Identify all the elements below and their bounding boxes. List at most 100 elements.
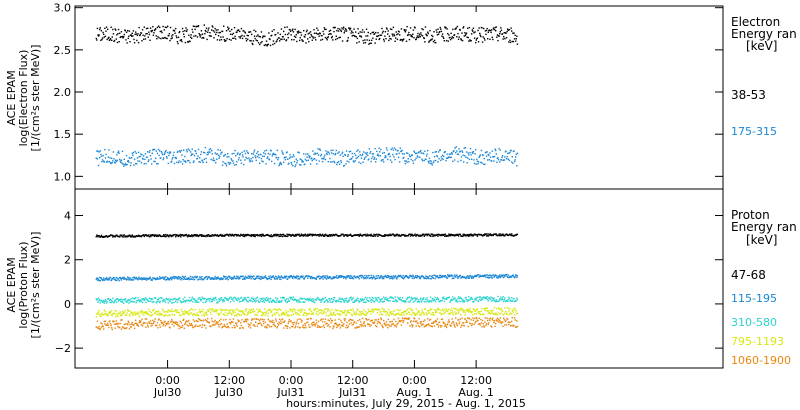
proton-point-115-195 xyxy=(300,275,303,277)
proton-point-795-1193 xyxy=(328,309,331,312)
electron-point-38-53 xyxy=(228,27,230,30)
electron-point-175-315 xyxy=(362,161,364,163)
proton-point-310-580 xyxy=(386,299,388,301)
electron-point-38-53 xyxy=(125,39,127,41)
electron-point-38-53 xyxy=(164,26,167,28)
proton-point-115-195 xyxy=(429,275,431,277)
proton-point-310-580 xyxy=(235,297,237,300)
proton-point-1060-1900 xyxy=(293,321,296,324)
electron-point-38-53 xyxy=(151,30,153,33)
electron-point-38-53 xyxy=(211,25,213,27)
electron-point-175-315 xyxy=(224,162,226,165)
proton-point-1060-1900 xyxy=(265,325,267,327)
proton-point-310-580 xyxy=(275,297,277,299)
proton-point-795-1193 xyxy=(301,310,303,312)
electron-point-38-53 xyxy=(433,39,436,42)
electron-point-175-315 xyxy=(484,163,486,166)
proton-point-795-1193 xyxy=(114,310,116,312)
proton-point-310-580 xyxy=(109,298,112,301)
proton-point-47-68 xyxy=(413,234,416,236)
proton-point-310-580 xyxy=(441,299,443,302)
proton-point-115-195 xyxy=(231,277,233,280)
proton-point-115-195 xyxy=(120,278,122,280)
proton-point-115-195 xyxy=(470,276,472,278)
proton-point-310-580 xyxy=(509,300,511,302)
proton-point-795-1193 xyxy=(353,312,356,314)
proton-point-795-1193 xyxy=(426,314,428,316)
proton-point-795-1193 xyxy=(185,311,188,313)
proton-point-1060-1900 xyxy=(332,327,334,330)
proton-point-1060-1900 xyxy=(397,317,400,320)
proton-point-310-580 xyxy=(191,298,193,300)
electron-point-38-53 xyxy=(169,39,171,42)
proton-point-795-1193 xyxy=(380,310,382,312)
proton-point-310-580 xyxy=(461,300,464,302)
electron-point-175-315 xyxy=(351,152,353,155)
proton-point-47-68 xyxy=(200,235,203,237)
proton-point-115-195 xyxy=(318,275,320,277)
electron-point-175-315 xyxy=(144,158,146,161)
electron-point-175-315 xyxy=(155,157,157,160)
proton-point-115-195 xyxy=(166,278,168,280)
proton-point-310-580 xyxy=(469,299,471,301)
electron-point-38-53 xyxy=(467,27,469,30)
proton-point-1060-1900 xyxy=(341,321,343,324)
electron-point-175-315 xyxy=(514,159,516,161)
electron-point-38-53 xyxy=(420,32,422,34)
electron-point-38-53 xyxy=(361,31,363,33)
proton-point-47-68 xyxy=(456,234,458,237)
proton-point-310-580 xyxy=(499,298,501,301)
electron-point-175-315 xyxy=(230,158,232,160)
proton-point-310-580 xyxy=(306,298,308,301)
electron-point-175-315 xyxy=(513,150,515,152)
proton-point-310-580 xyxy=(229,296,231,299)
proton-point-795-1193 xyxy=(121,310,124,313)
proton-point-795-1193 xyxy=(381,307,383,310)
proton-point-310-580 xyxy=(423,297,425,299)
electron-point-38-53 xyxy=(157,36,159,38)
electron-point-38-53 xyxy=(183,33,185,35)
proton-point-795-1193 xyxy=(141,310,144,313)
proton-point-795-1193 xyxy=(400,314,402,316)
proton-point-1060-1900 xyxy=(417,325,420,327)
proton-point-1060-1900 xyxy=(315,323,317,325)
proton-point-795-1193 xyxy=(117,315,119,318)
electron-point-175-315 xyxy=(316,163,318,165)
proton-point-1060-1900 xyxy=(285,325,288,327)
electron-point-38-53 xyxy=(292,28,294,30)
proton-point-1060-1900 xyxy=(161,322,164,324)
proton-point-310-580 xyxy=(323,298,325,300)
electron-point-38-53 xyxy=(315,39,317,41)
electron-point-175-315 xyxy=(245,156,247,159)
proton-point-795-1193 xyxy=(423,313,425,315)
proton-point-47-68 xyxy=(205,235,207,238)
electron-point-38-53 xyxy=(358,41,360,43)
electron-point-38-53 xyxy=(229,30,231,32)
electron-point-38-53 xyxy=(207,31,209,33)
electron-point-175-315 xyxy=(240,159,242,161)
electron-point-175-315 xyxy=(214,152,216,154)
electron-point-38-53 xyxy=(355,36,357,38)
proton-point-1060-1900 xyxy=(343,318,345,320)
proton-point-47-68 xyxy=(159,234,161,236)
proton-point-795-1193 xyxy=(514,307,516,310)
electron-point-175-315 xyxy=(132,154,134,157)
electron-point-38-53 xyxy=(232,32,235,35)
proton-point-310-580 xyxy=(413,297,415,300)
proton-point-795-1193 xyxy=(477,310,479,313)
electron-point-38-53 xyxy=(131,35,133,37)
electron-point-38-53 xyxy=(452,28,454,31)
electron-point-38-53 xyxy=(182,30,184,33)
proton-point-47-68 xyxy=(183,235,185,237)
proton-point-310-580 xyxy=(478,296,480,298)
proton-point-310-580 xyxy=(223,300,225,302)
proton-point-310-580 xyxy=(280,301,283,303)
proton-point-795-1193 xyxy=(411,309,413,311)
proton-point-115-195 xyxy=(237,275,239,278)
proton-point-795-1193 xyxy=(249,310,252,312)
electron-point-175-315 xyxy=(312,150,314,152)
electron-point-175-315 xyxy=(352,160,355,162)
proton-point-47-68 xyxy=(376,233,378,236)
proton-point-115-195 xyxy=(475,274,477,277)
electron-point-175-315 xyxy=(204,146,207,149)
